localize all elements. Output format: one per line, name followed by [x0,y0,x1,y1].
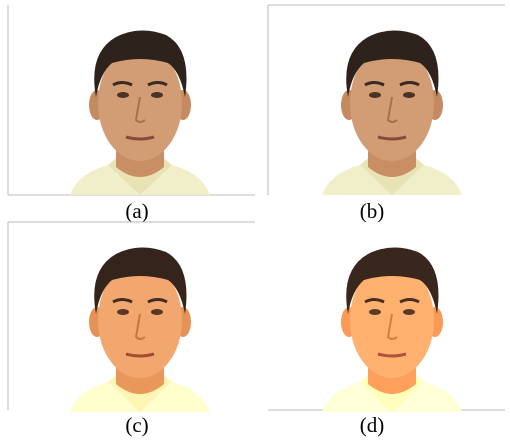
photo-panel [7,221,255,414]
panel-label: (b) [360,199,385,223]
photo-panel [7,5,255,197]
panel-label: (d) [360,413,385,437]
photo-panel [267,4,505,197]
panel-label: (a) [125,199,148,223]
photo-panel [268,222,505,414]
panel-label: (c) [125,413,148,437]
